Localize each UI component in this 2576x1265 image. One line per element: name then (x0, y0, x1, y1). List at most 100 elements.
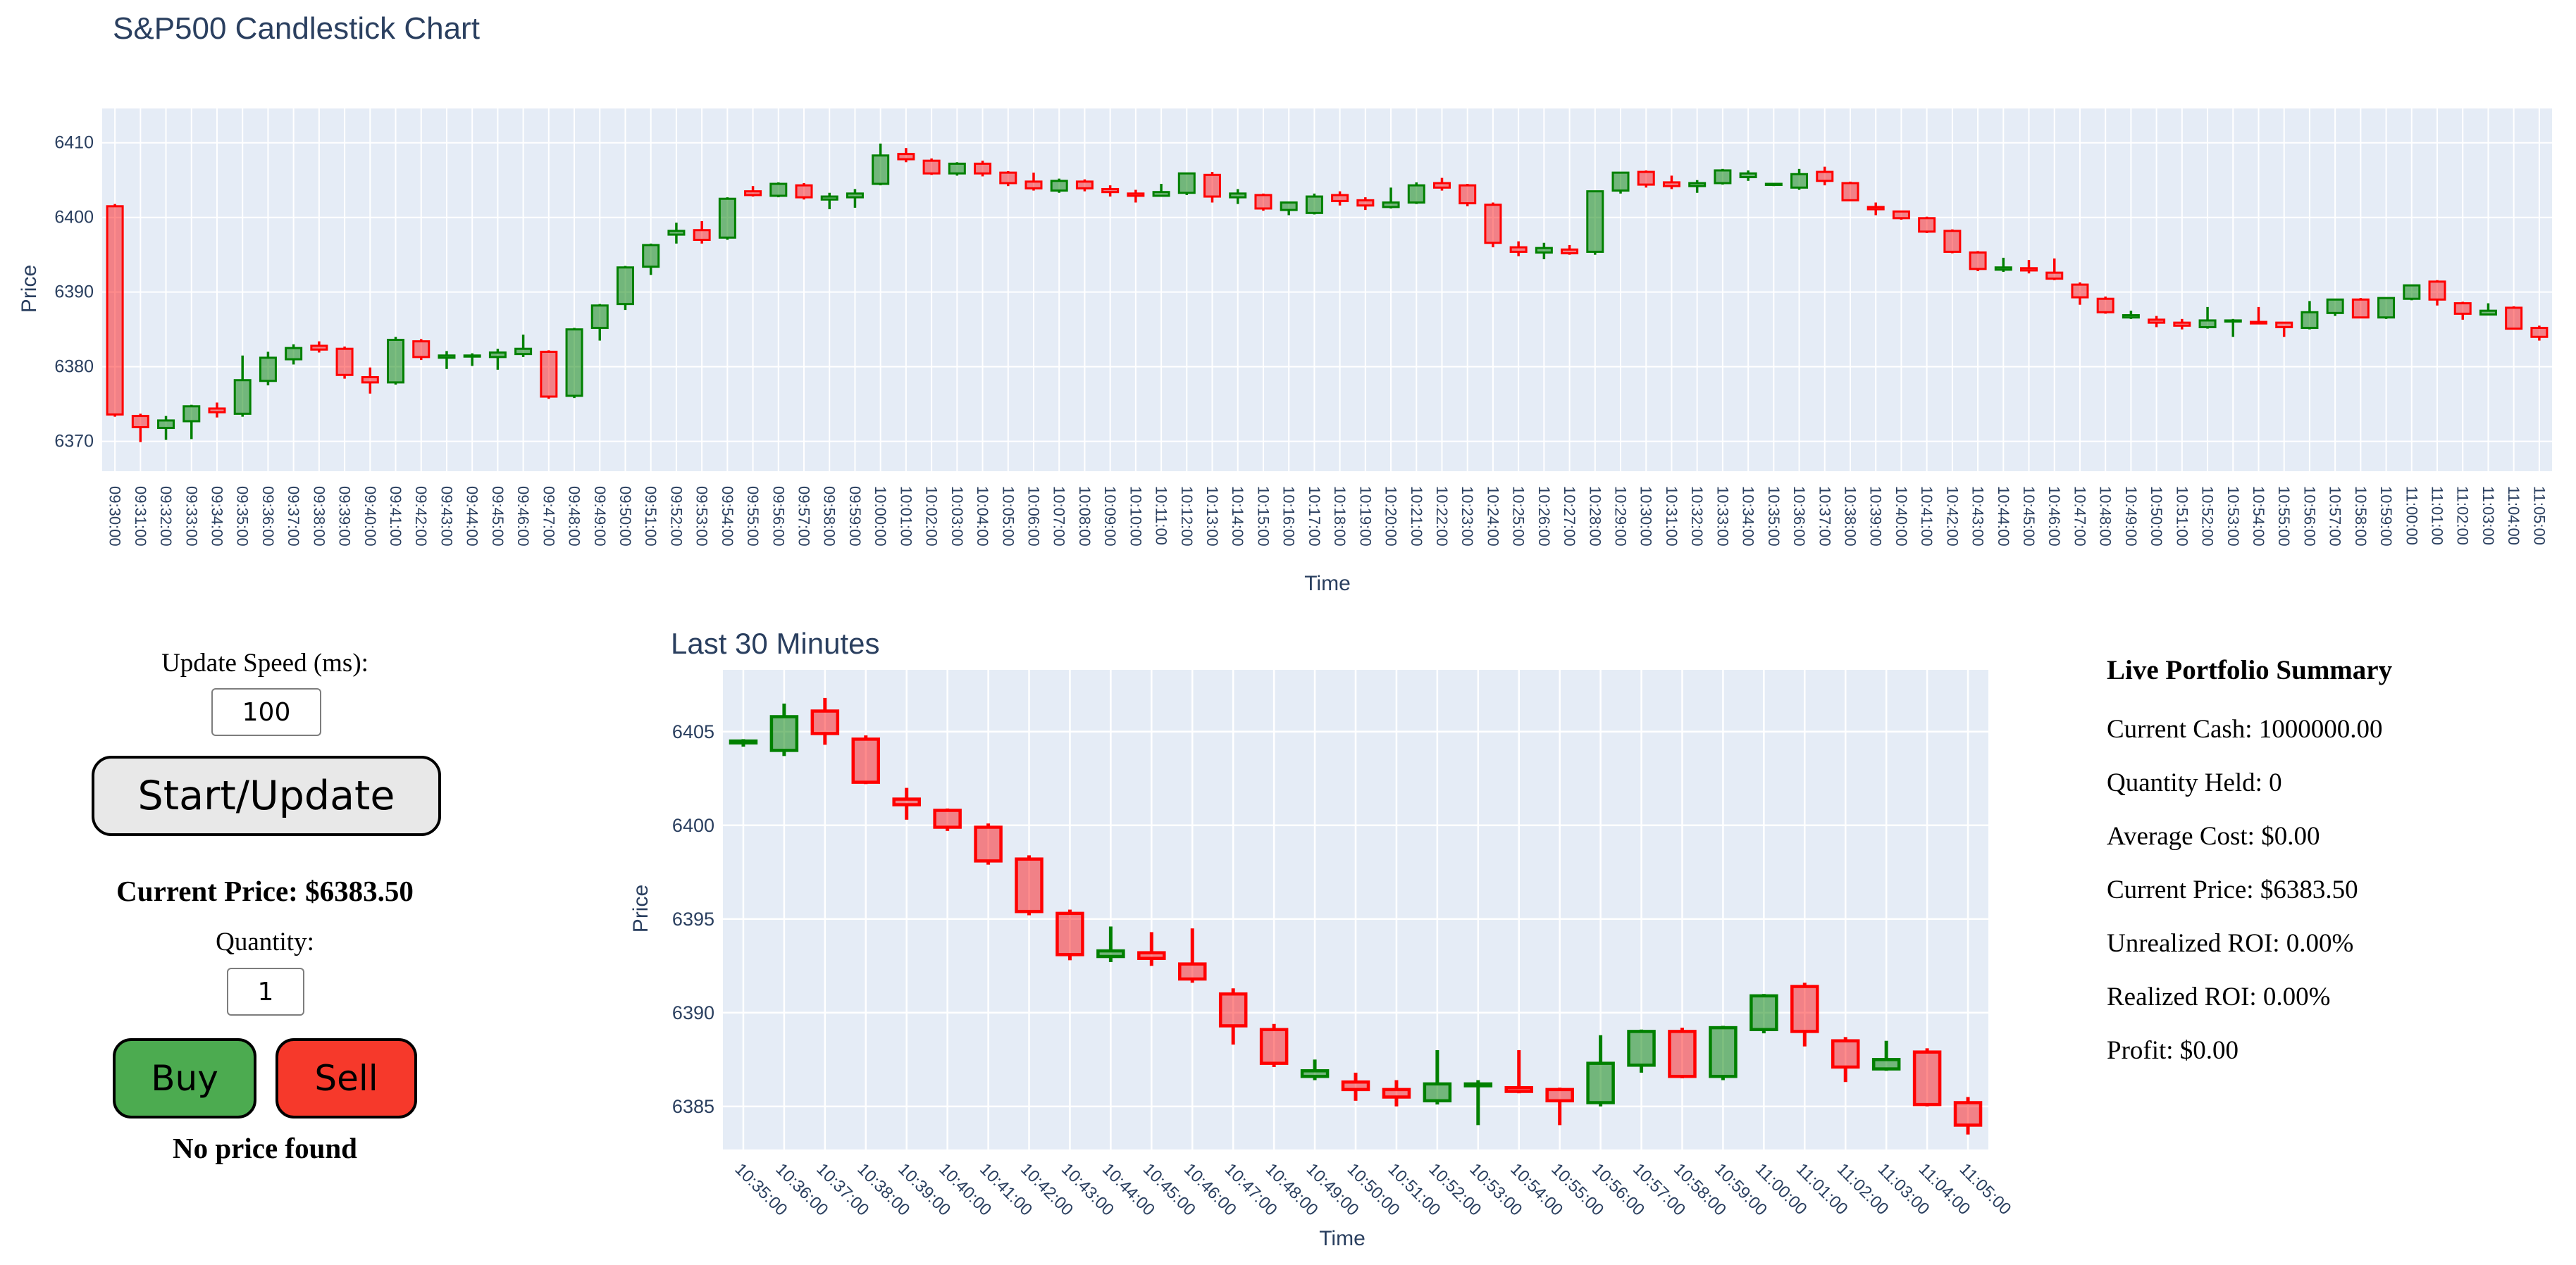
x-tick-label: 10:12:00 (1178, 486, 1196, 547)
candle-body (1892, 210, 1910, 220)
candle-body (1764, 182, 1783, 187)
candle-body (1152, 191, 1170, 197)
candle-body (1463, 1082, 1493, 1088)
candle-body (208, 407, 226, 413)
buy-button[interactable]: Buy (113, 1038, 256, 1118)
x-tick-label: 10:38:00 (1841, 486, 1859, 547)
portfolio-title: Live Portfolio Summary (2107, 655, 2393, 685)
x-tick-label: 10:27:00 (1561, 486, 1578, 547)
x-tick-label: 09:40:00 (361, 486, 379, 547)
candle-body (488, 351, 507, 359)
main-chart-x-axis-title: Time (1304, 572, 1351, 595)
update-speed-input[interactable] (211, 688, 321, 736)
x-tick-label: 10:00:00 (872, 486, 889, 547)
start-update-button[interactable]: Start/Update (92, 756, 441, 836)
candle-body (1866, 206, 1885, 211)
candle-body (2453, 302, 2472, 315)
x-tick-label: 10:46:00 (2045, 486, 2063, 547)
candle-body (1015, 857, 1044, 914)
candle-body (2020, 267, 2038, 272)
candle-body (1024, 180, 1043, 189)
candle-body (1484, 204, 1502, 244)
x-tick-label: 10:44:00 (1995, 486, 2012, 547)
x-tick-label: 11:04:00 (2505, 486, 2522, 545)
x-tick-label: 10:07:00 (1051, 486, 1068, 547)
x-tick-label: 10:17:00 (1306, 486, 1323, 547)
x-tick-label: 10:09:00 (1101, 486, 1119, 547)
candle-body (540, 350, 558, 398)
candle-body (1709, 1026, 1738, 1078)
main-chart-title: S&P500 Candlestick Chart (113, 11, 480, 46)
candle-body (1662, 181, 1680, 187)
candle-body (1994, 266, 2012, 271)
main-chart-plot-area[interactable] (102, 108, 2552, 471)
x-tick-label: 10:53:00 (2224, 486, 2242, 547)
mini-chart-x-axis-title: Time (1319, 1227, 1366, 1250)
x-tick-label: 10:55:00 (2275, 486, 2293, 547)
candle-body (1177, 172, 1196, 194)
candle-body (1356, 199, 1375, 207)
x-tick-label: 09:44:00 (464, 486, 481, 547)
x-tick-label: 09:39:00 (336, 486, 354, 547)
candle-body (2071, 283, 2089, 299)
x-tick-label: 10:51:00 (2173, 486, 2191, 547)
y-tick-label: 6400 (672, 815, 714, 836)
candle-body (2428, 280, 2446, 301)
y-tick-label: 6390 (672, 1002, 714, 1023)
candle-body (1943, 230, 1962, 253)
candle-body (1750, 994, 1778, 1031)
x-tick-label: 09:34:00 (208, 486, 225, 547)
x-tick-label: 09:31:00 (132, 486, 149, 547)
x-tick-label: 09:48:00 (566, 486, 583, 547)
mini-chart-title: Last 30 Minutes (671, 627, 880, 660)
x-tick-label: 10:41:00 (1918, 486, 1936, 547)
candle-body (2479, 309, 2497, 316)
candle-body (259, 356, 277, 382)
x-tick-label: 10:08:00 (1076, 486, 1094, 547)
candle-body (718, 197, 736, 239)
candle-body (387, 338, 405, 384)
portfolio-current-price: Current Price: $6383.50 (2107, 875, 2358, 904)
x-tick-label: 09:57:00 (795, 486, 813, 547)
candle-body (590, 304, 609, 330)
x-tick-label: 09:49:00 (591, 486, 609, 547)
x-tick-label: 09:53:00 (693, 486, 711, 547)
candle-body (514, 347, 533, 356)
quantity-input[interactable] (227, 968, 304, 1016)
portfolio-unrealized-roi: Unrealized ROI: 0.00% (2107, 929, 2354, 958)
candle-body (1918, 217, 1936, 233)
x-tick-label: 09:45:00 (489, 486, 507, 547)
x-tick-label: 10:03:00 (948, 486, 966, 547)
y-tick-label: 6405 (672, 721, 714, 742)
x-tick-label: 10:36:00 (1790, 486, 1808, 547)
x-tick-label: 11:01:00 (2429, 486, 2446, 545)
x-tick-label: 10:21:00 (1408, 486, 1425, 547)
x-tick-label: 10:25:00 (1510, 486, 1528, 547)
x-tick-label: 10:19:00 (1356, 486, 1374, 547)
x-tick-label: 09:30:00 (106, 486, 124, 547)
candle-body (1611, 171, 1630, 192)
y-tick-label: 6395 (672, 909, 714, 930)
x-tick-label: 10:37:00 (1816, 486, 1833, 547)
candle-body (1305, 195, 1323, 214)
x-tick-label: 09:46:00 (514, 486, 532, 547)
candle-body (1432, 182, 1451, 189)
candle-body (769, 715, 799, 752)
x-tick-label: 09:41:00 (387, 486, 404, 547)
candle-body (2173, 321, 2191, 327)
sell-button[interactable]: Sell (275, 1038, 417, 1118)
x-tick-label: 10:26:00 (1535, 486, 1553, 547)
candle-body (335, 347, 354, 376)
candle-body (1586, 1061, 1615, 1104)
x-tick-label: 09:59:00 (846, 486, 864, 547)
candle-body (2198, 319, 2217, 328)
candle-body (1178, 962, 1207, 981)
y-tick-label: 6385 (672, 1096, 714, 1117)
y-tick-label: 6410 (54, 133, 94, 153)
candle-body (1509, 246, 1528, 253)
candle-body (999, 171, 1017, 185)
mini-chart-y-axis-title: Price (629, 884, 652, 933)
candle-body (1586, 190, 1604, 253)
x-tick-label: 09:35:00 (234, 486, 252, 547)
